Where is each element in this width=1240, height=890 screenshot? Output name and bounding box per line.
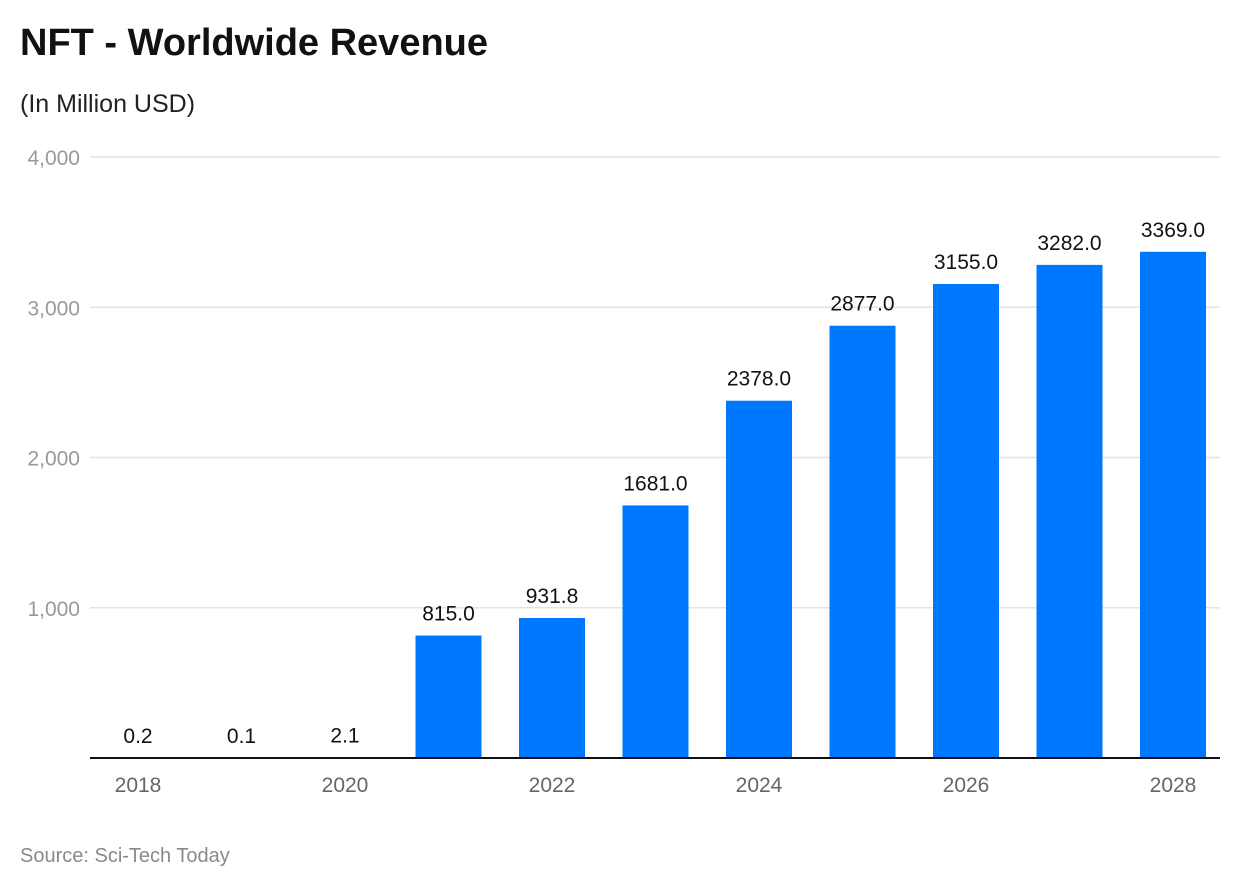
x-tick-label: 2018	[115, 774, 162, 797]
bar	[726, 400, 792, 758]
bar	[1140, 251, 1206, 759]
data-label: 0.1	[227, 725, 256, 748]
data-label: 3155.0	[934, 251, 998, 274]
data-label: 2877.0	[830, 293, 894, 316]
x-tick-label: 2020	[322, 774, 369, 797]
bar	[622, 505, 689, 758]
x-tick-label: 2022	[529, 774, 576, 797]
bar	[933, 283, 999, 758]
bar	[1036, 264, 1103, 758]
data-label: 815.0	[422, 603, 475, 626]
chart-subtitle: (In Million USD)	[20, 90, 196, 118]
y-tick-label: 3,000	[27, 297, 80, 320]
x-tick-label: 2028	[1150, 774, 1197, 797]
data-label: 1681.0	[623, 472, 687, 495]
bar	[415, 635, 482, 758]
data-label: 931.8	[526, 585, 579, 608]
data-label: 3369.0	[1141, 219, 1205, 242]
x-tick-label: 2026	[943, 774, 990, 797]
x-tick-label: 2024	[736, 774, 783, 797]
data-label: 2378.0	[727, 368, 791, 391]
y-tick-label: 4,000	[27, 147, 80, 170]
bar	[519, 617, 585, 758]
data-label: 0.2	[123, 725, 152, 748]
data-label: 2.1	[330, 725, 359, 748]
data-label: 3282.0	[1037, 232, 1101, 255]
source-note: Source: Sci-Tech Today	[20, 845, 230, 867]
bar	[829, 325, 896, 758]
y-tick-label: 1,000	[27, 598, 80, 621]
y-tick-label: 2,000	[27, 448, 80, 471]
chart-title: NFT - Worldwide Revenue	[20, 22, 489, 64]
